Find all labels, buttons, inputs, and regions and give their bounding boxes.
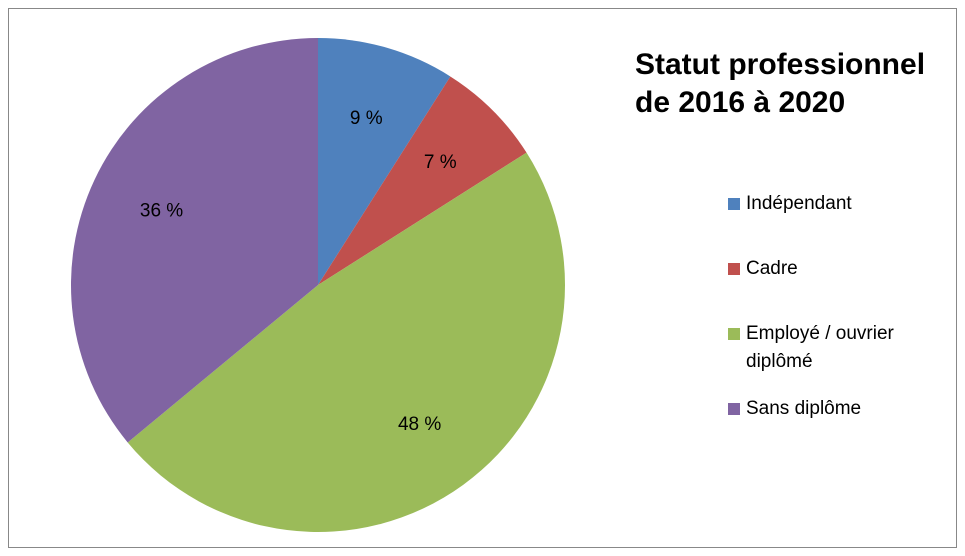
pie-slice — [318, 38, 451, 285]
legend-swatch — [728, 263, 740, 275]
legend-swatch — [728, 198, 740, 210]
legend-swatch — [728, 328, 740, 340]
legend-item: Sans diplôme — [728, 395, 953, 423]
legend-item: Employé / ouvrier diplômé — [728, 320, 953, 376]
data-label: 48 % — [398, 414, 441, 435]
pie-slice — [318, 76, 527, 285]
data-label: 9 % — [350, 108, 383, 129]
pie-slice — [71, 38, 318, 443]
pie-slice — [127, 152, 566, 533]
legend-swatch — [728, 403, 740, 415]
legend-label: Indépendant — [746, 193, 852, 214]
legend-item: Indépendant — [728, 190, 953, 218]
legend-item: Cadre — [728, 255, 953, 283]
legend-label: Sans diplôme — [746, 398, 862, 419]
chart-title: Statut professionnel de 2016 à 2020 — [635, 48, 926, 119]
data-label: 36 % — [140, 200, 183, 221]
data-label: 7 % — [424, 152, 457, 173]
legend-label: Cadre — [746, 258, 798, 279]
legend-label: Employé / ouvrier diplômé — [746, 323, 894, 372]
